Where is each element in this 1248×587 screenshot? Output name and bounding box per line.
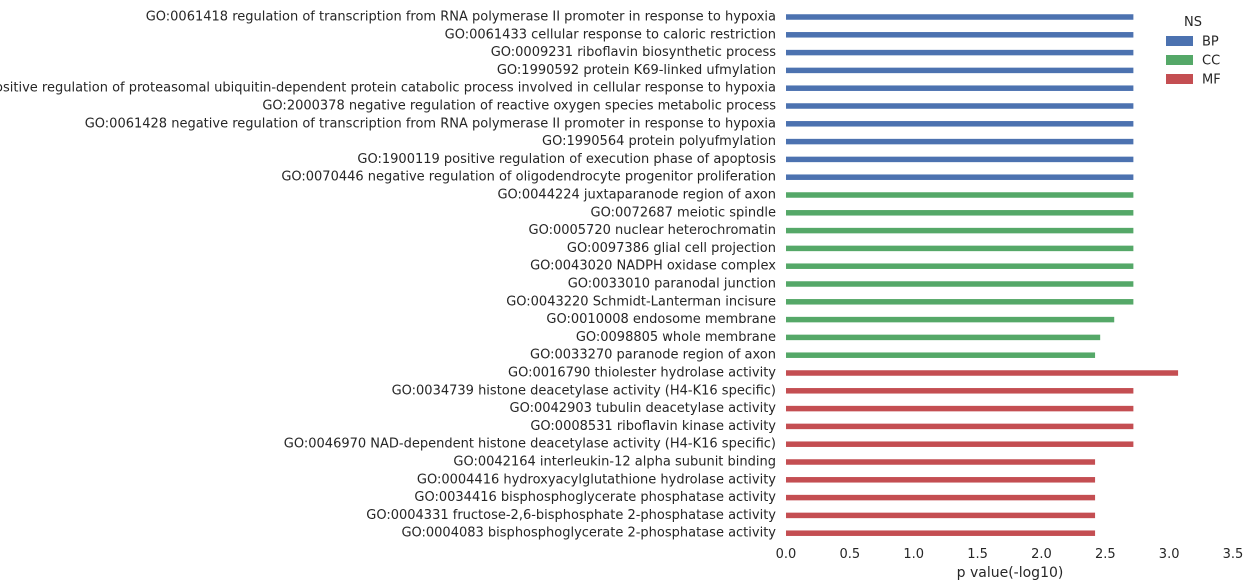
bar [786, 263, 1134, 269]
bar [786, 14, 1134, 20]
bar [786, 459, 1096, 465]
bar [786, 245, 1134, 252]
bar-label: GO:1990592 protein K69-linked ufmylation [497, 63, 776, 78]
x-tick-label: 2.5 [1095, 547, 1116, 562]
bar [786, 423, 1134, 430]
bar [786, 227, 1134, 234]
bar [786, 530, 1096, 536]
bar [786, 67, 1134, 74]
bar-label: GO:0009231 riboflavin biosynthetic proce… [491, 45, 777, 60]
bar [786, 299, 1134, 305]
bars-group [786, 14, 1179, 536]
bar-label: GO:0004331 fructose-2,6-bisphosphate 2-p… [366, 508, 776, 523]
bar [786, 477, 1096, 483]
bar [786, 494, 1096, 501]
bar-label: GO:0016790 thiolester hydrolase activity [508, 366, 776, 381]
bar-label: GO:0033010 paranodal junction [568, 277, 776, 292]
bar-label: GO:0061418 regulation of transcription f… [146, 10, 776, 25]
bar [786, 441, 1134, 447]
legend-swatch [1166, 74, 1193, 84]
bar-label: GO:0004083 bisphosphoglycerate 2-phospha… [401, 526, 776, 541]
bar [786, 174, 1134, 180]
bar [786, 512, 1096, 519]
legend-label: MF [1202, 73, 1221, 88]
bar-label: GO:0070446 negative regulation of oligod… [281, 170, 776, 185]
bar-label: GO:0008531 riboflavin kinase activity [530, 419, 776, 434]
bar-label: GO:0010008 endosome membrane [546, 312, 776, 327]
bar [786, 85, 1134, 91]
bar [786, 370, 1179, 376]
legend-swatch [1166, 55, 1193, 65]
bar [786, 352, 1096, 358]
bar [786, 388, 1134, 394]
bar-label: GO:0004416 hydroxyacylglutathione hydrol… [417, 472, 776, 487]
legend-title: NS [1184, 15, 1202, 30]
bar-label: GO:0043220 Schmidt-Lanterman incisure [506, 294, 776, 309]
bar-label: GO:1990564 protein polyufmylation [542, 134, 776, 149]
bar [786, 156, 1134, 163]
bar-label: GO:2000378 negative regulation of reacti… [262, 99, 776, 114]
legend-swatch [1166, 36, 1193, 46]
bar [786, 121, 1134, 127]
bar-label: GO:0034739 histone deacetylase activity … [392, 383, 776, 398]
bar [786, 49, 1134, 56]
bar-label: GO:0034416 bisphosphoglycerate phosphata… [414, 490, 776, 505]
bar-label: GO:0044224 juxtaparanode region of axon [497, 188, 776, 203]
x-axis-label: p value(-log10) [957, 565, 1064, 581]
bar-label: GO:0042903 tubulin deacetylase activity [510, 401, 777, 416]
bar [786, 210, 1134, 216]
x-tick-label: 0.0 [776, 547, 797, 562]
bar-label: GO:0098805 whole membrane [576, 330, 776, 345]
bar [786, 334, 1101, 341]
bar-label: GO:0046970 NAD-dependent histone deacety… [284, 437, 776, 452]
bar [786, 138, 1134, 145]
legend: NS BP CC MF [1166, 15, 1221, 88]
bar-label: GO:2000777 positive regulation of protea… [0, 81, 776, 96]
bar [786, 192, 1134, 198]
bar-label: GO:0061428 negative regulation of transc… [85, 116, 776, 131]
bar-label: GO:0097386 glial cell projection [567, 241, 776, 256]
bar-label: GO:0061433 cellular response to caloric … [445, 27, 776, 42]
x-tick-label: 1.5 [967, 547, 988, 562]
bar-label: GO:0043020 NADPH oxidase complex [530, 259, 776, 274]
bar-label: GO:0005720 nuclear heterochromatin [529, 223, 777, 238]
legend-label: CC [1202, 54, 1220, 69]
bar-label: GO:0072687 meiotic spindle [591, 205, 776, 220]
x-tick-label: 3.5 [1223, 547, 1244, 562]
bar-label: GO:1900119 positive regulation of execut… [357, 152, 776, 167]
x-tick-label: 0.5 [840, 547, 861, 562]
bar [786, 405, 1134, 412]
bar [786, 103, 1134, 109]
x-ticks-group: 0.0 0.5 1.0 1.5 2.0 2.5 3.0 3.5 [776, 547, 1244, 562]
x-tick-label: 1.0 [903, 547, 924, 562]
bar-label: GO:0033270 paranode region of axon [530, 348, 776, 363]
x-tick-label: 3.0 [1159, 547, 1180, 562]
x-tick-label: 2.0 [1031, 547, 1052, 562]
category-labels-group: GO:0061418 regulation of transcription f… [0, 10, 776, 541]
bar-label: GO:0042164 interleukin-12 alpha subunit … [453, 455, 776, 470]
bar [786, 281, 1134, 287]
bar [786, 316, 1115, 323]
bar [786, 32, 1134, 38]
legend-label: BP [1202, 35, 1219, 50]
